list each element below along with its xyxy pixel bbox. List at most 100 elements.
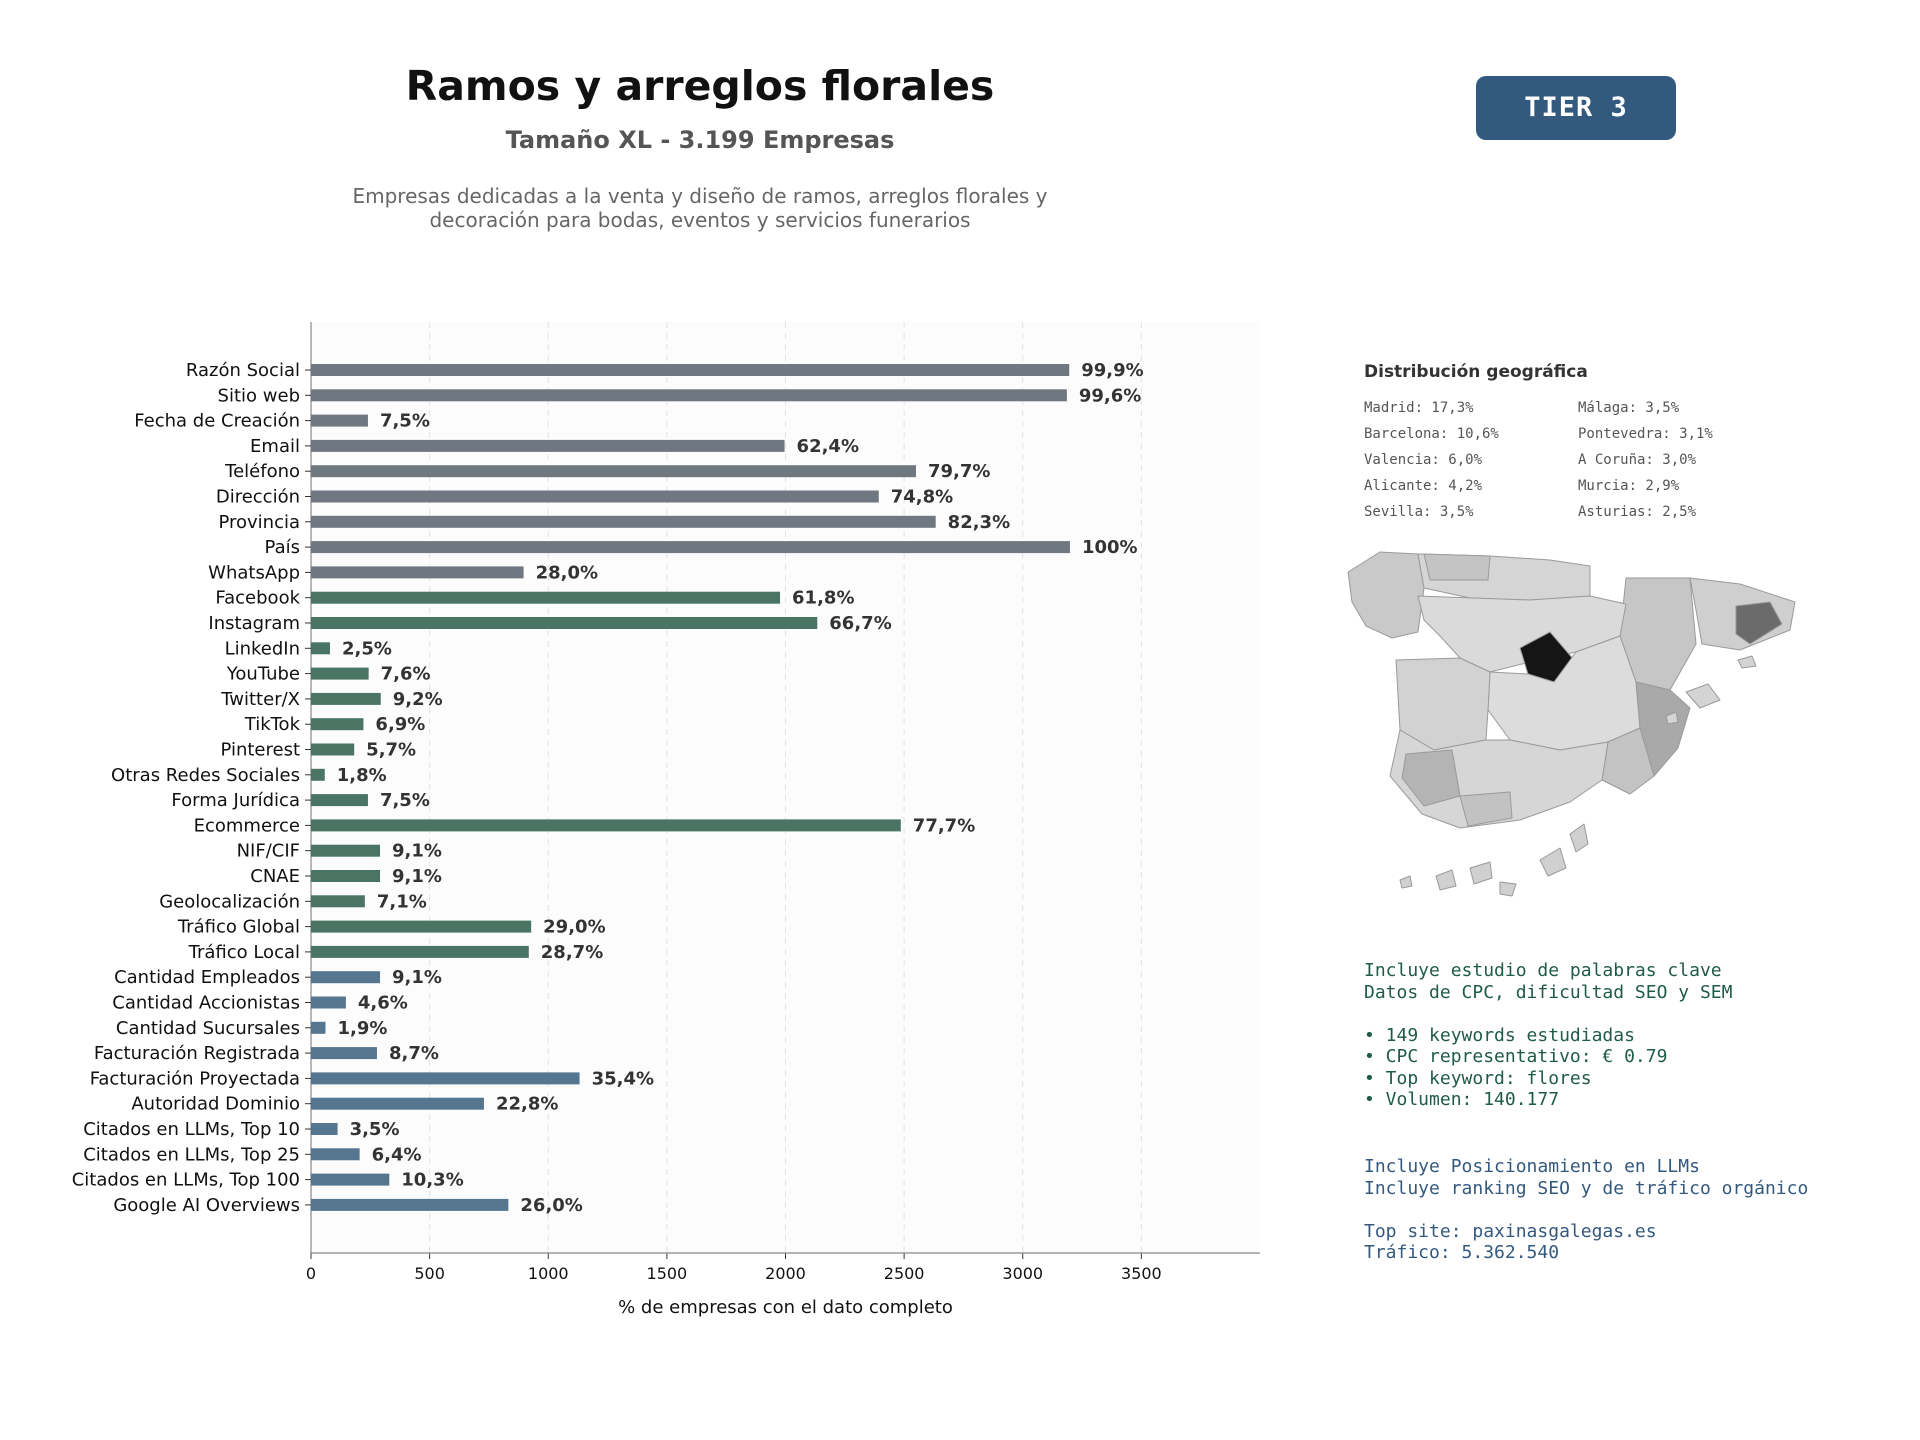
bar-chart: 0 500 1000 1500 2000 2500 3000 3500 % de empresa… (72, 322, 1260, 1318)
bar (311, 870, 381, 882)
category-label: Fecha de Creación (134, 411, 300, 432)
map-asturias (1423, 553, 1491, 581)
llm-line: Incluye ranking SEO y de tráfico orgánic… (1364, 1177, 1809, 1199)
bar (311, 945, 529, 958)
bar (311, 1021, 326, 1034)
data-label: 79,7% (928, 461, 990, 482)
spain-map (1347, 551, 1796, 897)
geo-item: Pontevedra: 3,1% (1578, 426, 1713, 442)
category-label: Razón Social (186, 360, 300, 381)
x-tick-label: 1500 (647, 1264, 688, 1283)
bar (311, 844, 381, 857)
data-label: 1,9% (337, 1018, 387, 1039)
data-label: 66,7% (829, 613, 891, 634)
map-canarias (1399, 823, 1589, 897)
keywords-line: • CPC representativo: € 0.79 (1364, 1046, 1668, 1067)
tier-badge: TIER 3 (1476, 76, 1676, 140)
data-label: 29,0% (543, 917, 605, 938)
data-label: 28,7% (541, 942, 603, 963)
data-label: 8,7% (389, 1043, 439, 1064)
bar (311, 895, 365, 908)
x-tick-label: 1000 (528, 1264, 569, 1283)
data-label: 7,5% (380, 790, 430, 811)
category-label: Geolocalización (159, 891, 300, 912)
map-sevilla (1401, 749, 1461, 807)
bar (311, 1173, 390, 1186)
data-label: 9,1% (392, 866, 442, 887)
map-galicia (1347, 551, 1425, 639)
data-label: 62,4% (797, 436, 859, 457)
category-label: Facturación Registrada (94, 1043, 300, 1064)
bar (311, 541, 1070, 554)
keywords-line: Datos de CPC, dificultad SEO y SEM (1364, 981, 1733, 1003)
x-tick-label: 2000 (765, 1264, 806, 1283)
category-label: Citados en LLMs, Top 10 (83, 1119, 300, 1140)
data-label: 10,3% (401, 1170, 463, 1191)
category-label: Dirección (216, 487, 300, 508)
data-label: 6,9% (375, 714, 425, 735)
data-label: 77,7% (913, 815, 975, 836)
llm-line: Incluye Posicionamiento en LLMs (1364, 1156, 1700, 1177)
data-label: 9,2% (393, 689, 443, 710)
bar (311, 1148, 360, 1161)
category-label: WhatsApp (208, 562, 300, 583)
bar (311, 1198, 509, 1211)
data-label: 6,4% (372, 1144, 422, 1165)
data-label: 74,8% (891, 487, 953, 508)
geo-item: Alicante: 4,2% (1364, 478, 1483, 494)
data-label: 7,1% (377, 891, 427, 912)
bar (311, 465, 916, 478)
bar (311, 743, 355, 756)
llm-line: Tráfico: 5.362.540 (1364, 1242, 1560, 1263)
x-axis-label: % de empresas con el dato completo (618, 1297, 953, 1318)
category-label: Sitio web (218, 385, 300, 406)
category-label: YouTube (226, 664, 300, 685)
bar (311, 414, 368, 427)
data-label: 9,1% (392, 841, 442, 862)
map-barcelona (1735, 601, 1783, 645)
data-label: 100% (1082, 537, 1138, 558)
data-label: 82,3% (948, 512, 1010, 533)
geo-item: Sevilla: 3,5% (1364, 504, 1474, 520)
category-label: NIF/CIF (237, 841, 300, 862)
data-label: 7,6% (381, 664, 431, 685)
map-baleares (1665, 655, 1757, 725)
geo-item: A Coruña: 3,0% (1578, 452, 1697, 468)
category-label: Forma Jurídica (171, 790, 300, 811)
bar (311, 920, 532, 933)
bar (311, 692, 381, 705)
map-malaga (1459, 791, 1513, 827)
x-tick-label: 3500 (1121, 1264, 1162, 1283)
page-title: Ramos y arreglos florales (405, 62, 995, 110)
bar (311, 1097, 484, 1110)
bar (311, 364, 1070, 376)
category-label: Cantidad Empleados (114, 967, 300, 988)
data-label: 61,8% (792, 588, 854, 609)
category-label: Autoridad Dominio (131, 1094, 300, 1115)
keywords-line: • Top keyword: flores (1364, 1067, 1592, 1089)
data-label: 22,8% (496, 1094, 558, 1115)
category-label: País (265, 537, 300, 558)
bar (311, 617, 818, 629)
category-label: Citados en LLMs, Top 25 (83, 1144, 300, 1165)
geo-title: Distribución geográfica (1364, 362, 1588, 382)
description-line-2: decoración para bodas, eventos y servici… (429, 208, 971, 232)
data-label: 3,5% (350, 1119, 400, 1140)
category-label: Pinterest (220, 740, 300, 761)
keywords-line: Incluye estudio de palabras clave (1364, 960, 1722, 981)
geo-item: Barcelona: 10,6% (1364, 426, 1499, 442)
data-label: 9,1% (392, 967, 442, 988)
bar (311, 794, 368, 807)
category-label: Provincia (218, 512, 300, 533)
bar (311, 819, 901, 832)
data-label: 7,5% (380, 411, 430, 432)
bar (311, 768, 325, 781)
category-label: CNAE (250, 866, 300, 887)
description: Empresas dedicadas a la venta y diseño d… (300, 184, 1100, 232)
data-label: 5,7% (366, 740, 416, 761)
data-label: 1,8% (337, 765, 387, 786)
category-label: Cantidad Accionistas (112, 993, 300, 1014)
category-label: Facebook (215, 588, 300, 609)
bar (311, 591, 781, 604)
bar (311, 971, 381, 984)
